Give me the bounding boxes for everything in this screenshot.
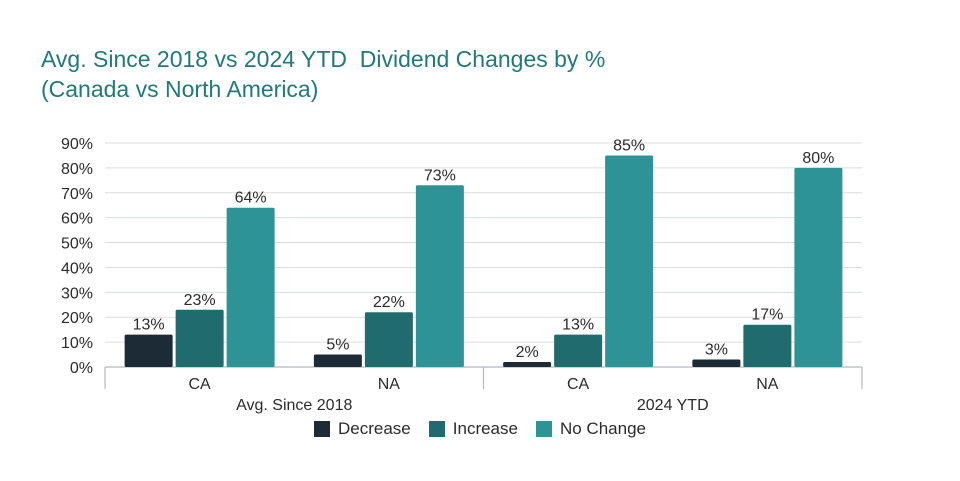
legend-label: Decrease <box>338 419 411 438</box>
y-tick-label: 10% <box>61 335 93 352</box>
bar-decrease <box>313 354 362 367</box>
y-tick-label: 50% <box>61 236 93 253</box>
legend-swatch <box>314 421 330 437</box>
data-label: 64% <box>235 190 267 207</box>
chart-title-line-2: (Canada vs North America) <box>41 76 319 102</box>
x-category-label: CA <box>189 376 212 393</box>
data-label: 2% <box>516 344 539 361</box>
legend-swatch <box>428 421 445 437</box>
x-category-label: CA <box>567 376 590 393</box>
data-label: 85% <box>613 137 645 154</box>
chart-legend: Decrease Increase No Change <box>0 419 960 439</box>
bar-no-change <box>415 185 464 367</box>
x-category-label: NA <box>378 376 401 393</box>
data-label: 22% <box>373 294 405 311</box>
data-label: 13% <box>133 317 165 334</box>
x-group-label: Avg. Since 2018 <box>236 397 352 414</box>
legend-swatch <box>535 421 552 437</box>
legend-item: No Change <box>535 419 646 439</box>
y-tick-label: 0% <box>70 360 93 377</box>
data-label: 13% <box>562 317 594 334</box>
bar-increase <box>175 309 224 367</box>
y-tick-label: 20% <box>61 310 93 327</box>
y-tick-label: 60% <box>61 211 93 228</box>
data-label: 73% <box>424 167 456 184</box>
bar-decrease <box>692 359 741 367</box>
data-label: 80% <box>802 150 834 167</box>
y-tick-label: 30% <box>61 285 93 302</box>
chart-title-line-1: Avg. Since 2018 vs 2024 YTD Dividend Cha… <box>41 46 606 72</box>
y-tick-label: 90% <box>61 136 93 153</box>
data-label: 23% <box>184 292 216 309</box>
bar-decrease <box>124 334 173 367</box>
bar-no-change <box>226 207 275 367</box>
data-label: 3% <box>705 342 728 359</box>
legend-item: Decrease <box>314 419 411 439</box>
bar-increase <box>364 312 413 367</box>
bar-no-change <box>794 167 843 367</box>
data-label: 17% <box>751 307 783 324</box>
legend-item: Increase <box>428 419 518 439</box>
y-tick-label: 70% <box>61 186 93 203</box>
y-tick-label: 80% <box>61 161 93 178</box>
x-category-label: NA <box>756 376 779 393</box>
bar-increase <box>743 324 792 367</box>
bar-increase <box>554 334 603 367</box>
bar-decrease <box>503 362 552 367</box>
bar-no-change <box>605 155 654 367</box>
chart-title: Avg. Since 2018 vs 2024 YTD Dividend Cha… <box>41 44 605 104</box>
data-label: 5% <box>326 337 349 354</box>
legend-label: Increase <box>452 419 518 438</box>
legend-label: No Change <box>559 419 646 438</box>
y-tick-label: 40% <box>61 260 93 277</box>
x-group-label: 2024 YTD <box>637 397 709 414</box>
